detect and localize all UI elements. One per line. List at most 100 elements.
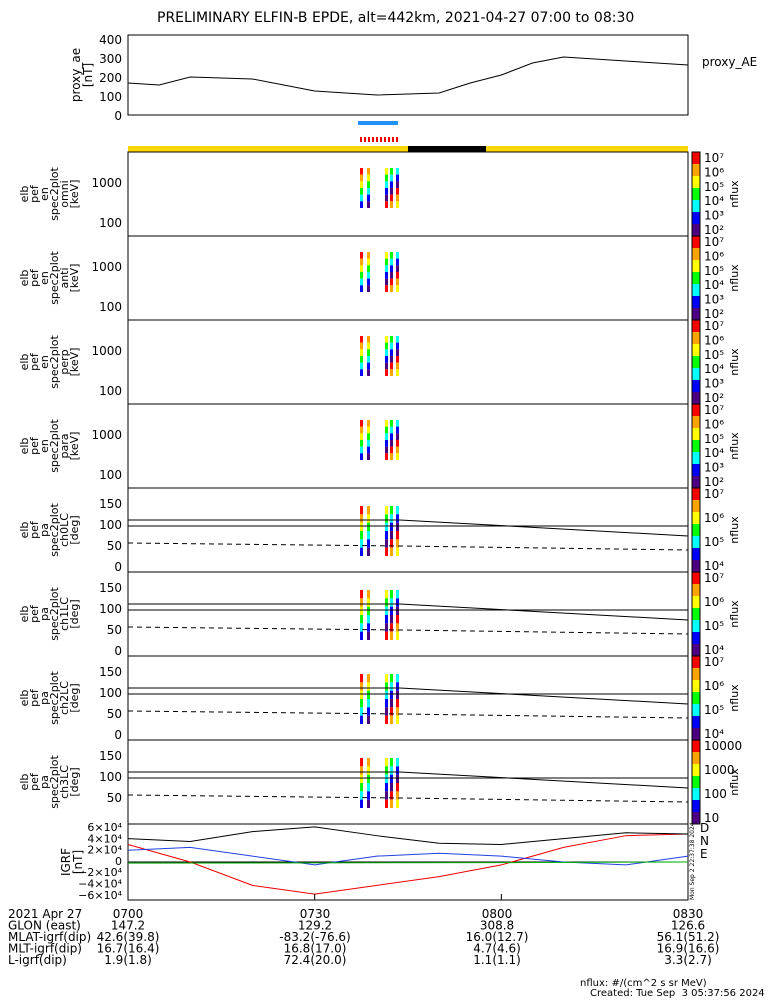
colorbar-segment — [692, 733, 700, 735]
panel-ylabel-line: spec2plot — [48, 335, 61, 389]
colorbar-segment — [692, 498, 700, 500]
footer-cell: 16.7(16.4) — [97, 942, 160, 956]
spectrogram-pixel — [390, 181, 393, 188]
spectrogram-pixel — [385, 783, 388, 792]
spectrogram-pixel — [367, 342, 370, 350]
colorbar-segment — [692, 814, 700, 816]
loss-cone-dashed — [127, 794, 689, 803]
igrf-tick: 6×10⁴ — [87, 821, 122, 834]
colorbar-segment — [692, 474, 700, 476]
colorbar-segment — [692, 740, 700, 742]
spectrogram-pixel — [385, 258, 388, 266]
panel-tick: 0 — [114, 560, 122, 574]
colorbar-segment — [692, 555, 700, 557]
spectrogram-pixel — [396, 690, 399, 699]
panel-tick: 100 — [99, 384, 122, 398]
spectrogram-pixel — [367, 362, 370, 370]
colorbar-segment — [692, 431, 700, 433]
colorbar-tick: 10² — [704, 475, 724, 489]
igrf-series-e — [127, 861, 689, 864]
footer-cell: 16.8(17.0) — [284, 942, 347, 956]
colorbar-segment — [692, 796, 700, 798]
colorbar-label: nflux — [728, 264, 741, 292]
colorbar-segment — [692, 747, 700, 749]
colorbar-segment — [692, 212, 700, 214]
colorbar-segment — [692, 359, 700, 361]
colorbar-segment — [692, 692, 700, 694]
colorbar-tick: 10⁶ — [704, 417, 724, 431]
spectrogram-pixel — [385, 252, 388, 259]
colorbar-segment — [692, 382, 700, 384]
colorbar-segment — [692, 625, 700, 627]
spectrogram-pixel — [367, 623, 370, 632]
colorbar-segment — [692, 603, 700, 605]
colorbar-segment — [692, 154, 700, 156]
panel-ylabel-line: ch3LC — [58, 765, 71, 799]
spectrogram-pixel — [360, 615, 363, 624]
colorbar-segment — [692, 730, 700, 732]
panel-ylabel-line: [keV] — [68, 264, 81, 293]
colorbar-segment — [692, 602, 700, 604]
colorbar-segment — [692, 159, 700, 161]
colorbar-segment — [692, 809, 700, 811]
colorbar-segment — [692, 351, 700, 353]
colorbar — [692, 572, 700, 657]
colorbar-segment — [692, 477, 700, 479]
colorbar-segment — [692, 553, 700, 555]
colorbar-segment — [692, 453, 700, 455]
colorbar-segment — [692, 401, 700, 403]
colorbar-segment — [692, 798, 700, 800]
colorbar-segment — [692, 804, 700, 806]
colorbar-segment — [692, 590, 700, 592]
colorbar-segment — [692, 391, 700, 393]
colorbar-segment — [692, 302, 700, 304]
colorbar-segment — [692, 257, 700, 259]
colorbar-segment — [692, 220, 700, 222]
colorbar-segment — [692, 404, 700, 406]
anti-loss-cone-line — [128, 519, 689, 537]
spectrogram-pixel — [367, 420, 370, 427]
colorbar-segment — [692, 657, 700, 659]
colorbar-segment — [692, 744, 700, 746]
colorbar-segment — [692, 775, 700, 777]
colorbar-segment — [692, 213, 700, 215]
colorbar-segment — [692, 619, 700, 621]
colorbar-tick: 10⁷ — [704, 487, 724, 501]
colorbar-label-text: nflux — [728, 264, 741, 292]
spectrogram-pixel — [367, 506, 370, 515]
colorbar-segment — [692, 667, 700, 669]
colorbar-segment — [692, 384, 700, 386]
colorbar-segment — [692, 449, 700, 451]
panel-tick: 100 — [99, 300, 122, 314]
colorbar-segment — [692, 643, 700, 645]
colorbar-label: nflux — [728, 768, 741, 796]
spectrogram-pixel — [390, 252, 393, 259]
colorbar-segment — [692, 818, 700, 820]
colorbar-segment — [692, 507, 700, 509]
colorbar-segment — [692, 387, 700, 389]
colorbar-segment — [692, 447, 700, 449]
panel-ylabel-line: pef — [28, 436, 41, 455]
colorbar-segment — [692, 509, 700, 511]
spectrogram-pixel — [396, 598, 399, 607]
colorbar-segment — [692, 528, 700, 530]
colorbar-segment — [692, 194, 700, 196]
colorbar-segment — [692, 364, 700, 366]
colorbar-segment — [692, 494, 700, 496]
colorbar-segment — [692, 720, 700, 722]
colorbar-segment — [692, 562, 700, 564]
colorbar-segment — [692, 707, 700, 709]
colorbar-segment — [692, 229, 700, 231]
colorbar-tick: 10⁴ — [704, 727, 724, 741]
spectrogram-pixel — [385, 369, 388, 376]
colorbar-segment — [692, 261, 700, 263]
footer-units-note: nflux: #/(cm^2 s sr MeV) — [580, 978, 707, 989]
colorbar-segment — [692, 301, 700, 303]
colorbar-segment — [692, 650, 700, 652]
colorbar-tick: 10³ — [704, 293, 724, 307]
colorbar-segment — [692, 425, 700, 427]
colorbar-segment — [692, 812, 700, 814]
panel-tick: 100 — [99, 602, 122, 616]
